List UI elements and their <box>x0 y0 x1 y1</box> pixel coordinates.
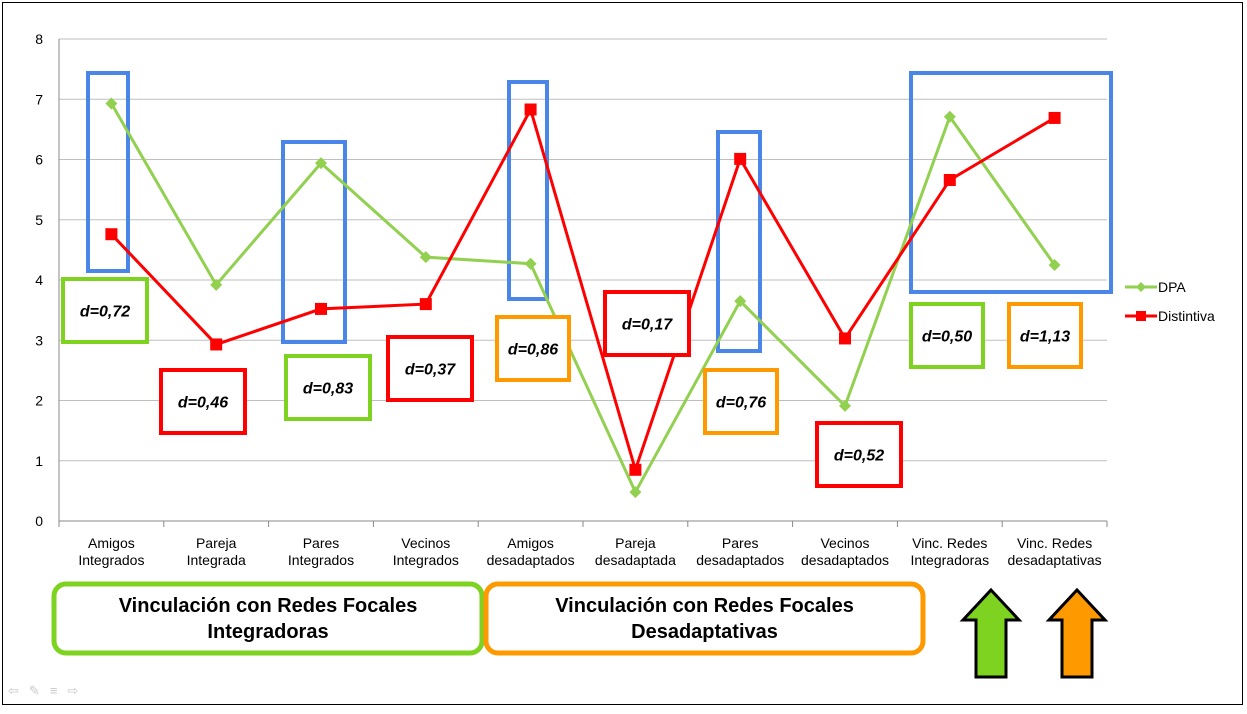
x-tick-label: desadaptados <box>487 552 575 568</box>
dpa-point <box>524 257 537 270</box>
series-line-distintiva <box>110 105 1056 475</box>
effect-size-label: d=0,17 <box>622 317 673 334</box>
effect-size-label: d=0,37 <box>405 362 456 379</box>
slide-border <box>2 2 1243 705</box>
group-label: Integradoras <box>207 621 328 643</box>
effect-size-box <box>61 277 149 344</box>
dpa-point <box>315 157 327 170</box>
distintiva-point <box>315 302 327 315</box>
y-tick-label: 5 <box>35 212 43 228</box>
effect-size-label: d=1,13 <box>1020 329 1070 346</box>
x-tick-label: Integrada <box>187 552 246 568</box>
dpa-point <box>943 110 956 123</box>
effect-size-label: d=0,76 <box>716 395 766 412</box>
legend-marker <box>1136 311 1146 321</box>
x-tick-label: desadaptada <box>595 552 676 568</box>
group-box <box>51 581 485 656</box>
y-tick-label: 4 <box>35 272 43 288</box>
distintiva-point <box>943 173 956 186</box>
legend-marker <box>1136 282 1146 292</box>
dpa-point <box>734 295 747 308</box>
distintiva-point <box>524 103 537 116</box>
x-tick-label: Amigos <box>507 535 554 551</box>
x-tick-label: Pares <box>303 535 340 551</box>
dpa-point <box>105 97 118 110</box>
highlight-box <box>716 130 762 353</box>
x-tick-label: Integradoras <box>910 552 989 568</box>
legend-label: DPA <box>1158 279 1186 295</box>
highlight-box <box>281 140 347 344</box>
x-tick-label: desadaptativas <box>1008 552 1102 568</box>
next-arrow-icon[interactable]: ⇨ <box>67 683 79 698</box>
effect-size-box <box>159 368 247 435</box>
x-tick-label: Integrados <box>288 552 354 568</box>
group-box <box>483 581 926 656</box>
y-tick-label: 1 <box>35 453 43 469</box>
x-tick-label: Vinc. Redes <box>912 535 987 551</box>
x-tick-label: Vinc. Redes <box>1017 535 1092 551</box>
effect-size-label: d=0,52 <box>834 448 884 465</box>
y-tick-label: 6 <box>35 152 43 168</box>
dpa-point <box>1048 258 1061 271</box>
x-tick-label: Vecinos <box>820 535 869 551</box>
effect-size-box <box>284 354 372 421</box>
distintiva-point <box>629 463 642 476</box>
group-label: Vinculación con Redes Focales <box>119 595 418 617</box>
effect-size-label: d=0,50 <box>922 329 972 346</box>
pen-icon[interactable]: ✎ <box>28 683 40 698</box>
y-tick-label: 0 <box>35 513 43 529</box>
legend-label: Distintiva <box>1158 308 1215 324</box>
effect-size-box <box>909 302 985 369</box>
x-tick-label: Amigos <box>88 535 135 551</box>
highlight-box <box>909 71 1113 294</box>
effect-size-box <box>495 315 571 382</box>
group-label: Desadaptativas <box>631 621 778 643</box>
dpa-point <box>419 251 432 264</box>
x-tick-label: Integrados <box>78 552 144 568</box>
group-label: Vinculación con Redes Focales <box>555 595 854 617</box>
y-tick-label: 7 <box>35 91 43 107</box>
effect-size-label: d=0,83 <box>303 381 353 398</box>
effect-size-box <box>703 368 779 435</box>
distintiva-point <box>1048 111 1061 124</box>
effect-size-label: d=0,86 <box>508 342 558 359</box>
effect-size-box <box>603 290 691 357</box>
effect-size-label: d=0,46 <box>178 395 228 412</box>
distintiva-point <box>734 152 747 165</box>
highlight-box <box>86 71 130 273</box>
x-tick-label: Pares <box>722 535 759 551</box>
effect-size-box <box>815 421 903 488</box>
distintiva-point <box>105 228 118 241</box>
distintiva-point <box>839 332 851 345</box>
x-tick-label: Vecinos <box>401 535 450 551</box>
y-tick-label: 2 <box>35 393 43 409</box>
y-tick-label: 8 <box>35 31 43 47</box>
effect-size-label: d=0,72 <box>80 304 130 321</box>
x-tick-label: Integrados <box>393 552 459 568</box>
x-tick-label: Pareja <box>615 535 656 551</box>
slide-navigation: ⇦ ✎ ≡ ⇨ <box>8 683 78 699</box>
highlight-box <box>507 80 549 301</box>
distintiva-point <box>419 298 432 311</box>
distintiva-point <box>210 338 223 351</box>
y-tick-label: 3 <box>35 332 43 348</box>
dpa-point <box>629 486 642 499</box>
up-arrow-icon <box>959 587 1023 679</box>
menu-icon[interactable]: ≡ <box>49 683 58 698</box>
up-arrow-icon <box>1045 587 1109 679</box>
x-tick-label: desadaptados <box>801 552 889 568</box>
dpa-point <box>839 399 851 412</box>
x-tick-label: Pareja <box>196 535 237 551</box>
effect-size-box <box>386 335 474 402</box>
effect-size-box <box>1007 302 1083 369</box>
dpa-point <box>210 278 223 291</box>
x-tick-label: desadaptados <box>696 552 784 568</box>
prev-arrow-icon[interactable]: ⇦ <box>8 683 19 698</box>
